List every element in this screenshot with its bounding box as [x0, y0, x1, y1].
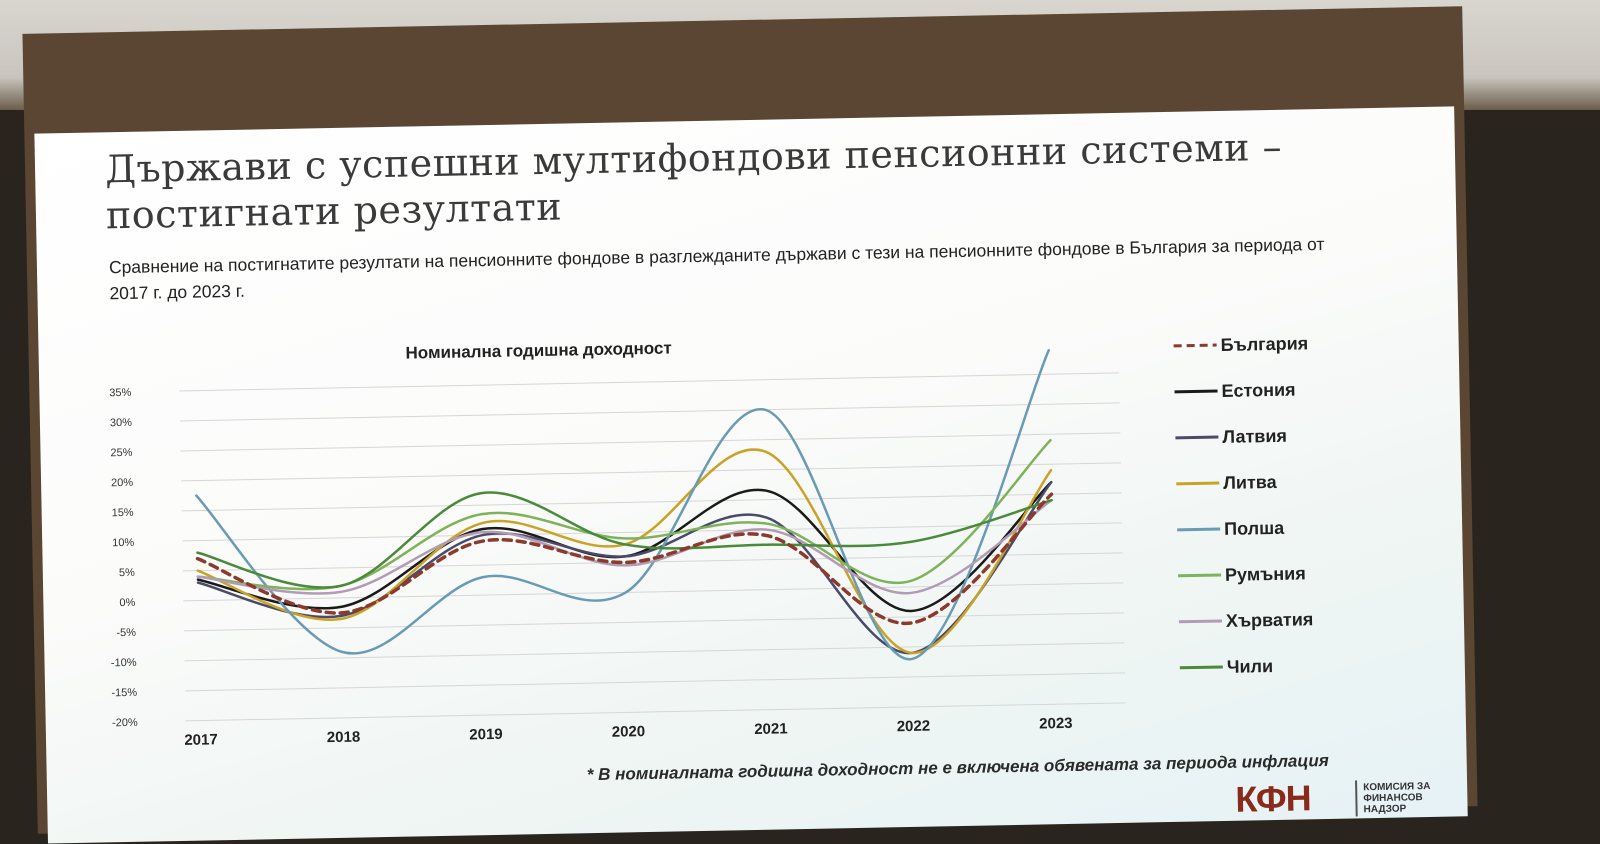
legend-label: Полша	[1224, 518, 1285, 539]
projection-screen: Държави с успешни мултифондови пенсионни…	[22, 6, 1478, 844]
x-tick-label: 2022	[897, 718, 931, 736]
legend-label: Естония	[1221, 380, 1295, 401]
legend-label: България	[1220, 333, 1308, 355]
legend-label: Хърватия	[1226, 609, 1314, 631]
y-tick-label: -10%	[111, 657, 137, 669]
series-line-2	[196, 480, 1053, 613]
y-tick-label: 10%	[112, 537, 134, 549]
x-tick-label: 2020	[612, 723, 646, 741]
chart-legend: България Естония Латвия Литва Полша Румъния Хъ…	[1173, 333, 1314, 677]
series-line-5	[195, 349, 1050, 661]
kfn-logo: КФН КОМИСИЯ ЗА ФИНАНСОВ НАДЗОР	[1235, 775, 1456, 821]
legend-label: Румъния	[1225, 563, 1306, 585]
y-tick-label: 5%	[119, 567, 135, 579]
legend-swatch	[1176, 481, 1220, 486]
x-tick-label: 2017	[184, 731, 218, 749]
gridline	[183, 582, 1124, 602]
legend-swatch	[1178, 619, 1222, 624]
legend-swatch	[1179, 665, 1223, 670]
gridline	[185, 702, 1126, 722]
gridline	[179, 402, 1120, 422]
y-tick-label: 25%	[110, 447, 132, 459]
x-axis: 2017 2018 2019 2020 2021 2022 2023	[184, 715, 1073, 749]
series-line-7	[196, 498, 1053, 595]
gridline	[185, 672, 1125, 692]
legend-label: Чили	[1227, 656, 1274, 677]
y-tick-label: 20%	[111, 477, 133, 489]
legend-swatch	[1174, 389, 1218, 394]
gridline	[181, 492, 1122, 512]
legend-swatch	[1178, 573, 1222, 578]
series-line-6	[196, 438, 1052, 591]
legend-label: Литва	[1223, 472, 1278, 493]
series-line-3	[196, 480, 1053, 655]
legend-swatch	[1173, 343, 1217, 348]
y-tick-label: -15%	[111, 687, 137, 699]
x-tick-label: 2023	[1039, 715, 1073, 733]
y-tick-label: 0%	[119, 597, 135, 609]
y-tick-label: -20%	[112, 717, 138, 729]
series-line-4	[196, 448, 1053, 655]
gridline	[179, 372, 1120, 392]
legend-swatch	[1177, 527, 1221, 532]
gridline	[184, 642, 1125, 662]
y-tick-label: 30%	[110, 417, 132, 429]
gridline	[183, 612, 1124, 632]
logo-text: КОМИСИЯ ЗА ФИНАНСОВ НАДЗОР	[1363, 781, 1431, 816]
y-tick-label: 35%	[109, 387, 131, 399]
series-line-8	[196, 491, 1053, 589]
logo-mark: КФН	[1234, 777, 1311, 820]
legend-swatch	[1175, 435, 1219, 440]
slide: Държави с успешни мултифондови пенсионни…	[34, 106, 1468, 844]
line-chart: 35% 30% 25% 20% 15% 10% 5% 0% -5% -10% -15% -20% 20…	[109, 333, 1314, 749]
chart-series	[195, 349, 1054, 661]
gridline	[182, 522, 1123, 542]
logo-divider	[1355, 780, 1358, 817]
legend-label: Латвия	[1222, 426, 1287, 447]
chart-title: Номинална годишна доходност	[405, 338, 672, 362]
chart-grid	[179, 372, 1126, 722]
series-line-1	[195, 492, 1054, 625]
y-axis: 35% 30% 25% 20% 15% 10% 5% 0% -5% -10% -15% -20%	[109, 387, 138, 729]
y-tick-label: 15%	[112, 507, 134, 519]
gridline	[180, 432, 1121, 452]
gridline	[181, 462, 1121, 482]
x-tick-label: 2018	[327, 729, 361, 747]
x-tick-label: 2019	[469, 726, 503, 744]
y-tick-label: -5%	[116, 627, 136, 639]
x-tick-label: 2021	[754, 720, 788, 738]
